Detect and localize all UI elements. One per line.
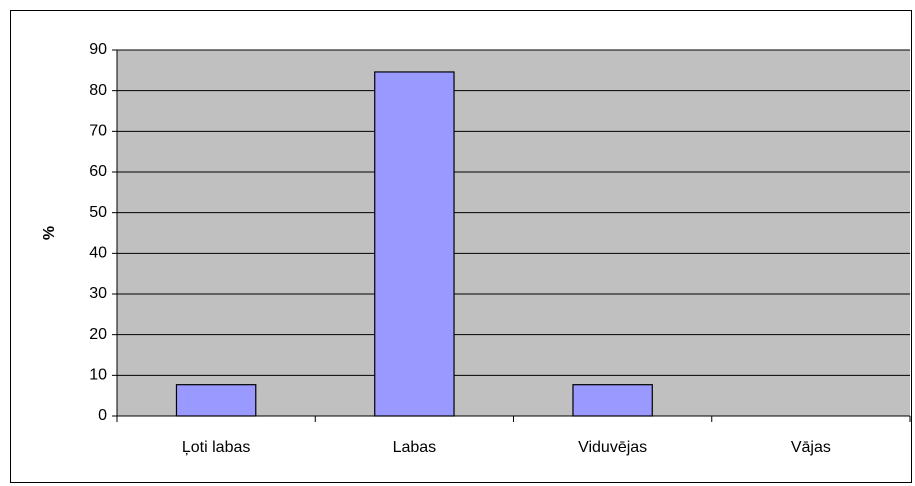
x-tick-label: Viduvējas <box>578 439 647 456</box>
y-axis-label: % <box>41 226 58 240</box>
plot-area <box>117 50 910 416</box>
x-tick-label: Labas <box>393 439 437 456</box>
y-tick-label: 30 <box>89 285 107 302</box>
y-tick-label: 40 <box>89 245 107 262</box>
y-tick-label: 10 <box>89 367 107 384</box>
bar <box>175 384 257 417</box>
y-tick-label: 60 <box>89 163 107 180</box>
y-tick-label: 90 <box>89 41 107 58</box>
bar <box>572 384 653 417</box>
y-tick-label: 50 <box>89 204 107 221</box>
y-tick-label: 70 <box>89 123 107 140</box>
y-tick-label: 20 <box>89 326 107 343</box>
x-tick-label: Vājas <box>791 439 831 456</box>
y-tick-label: 80 <box>89 82 107 99</box>
bar <box>374 71 455 417</box>
x-tick-label: Ļoti labas <box>182 439 251 456</box>
y-tick-label: 0 <box>98 407 107 424</box>
